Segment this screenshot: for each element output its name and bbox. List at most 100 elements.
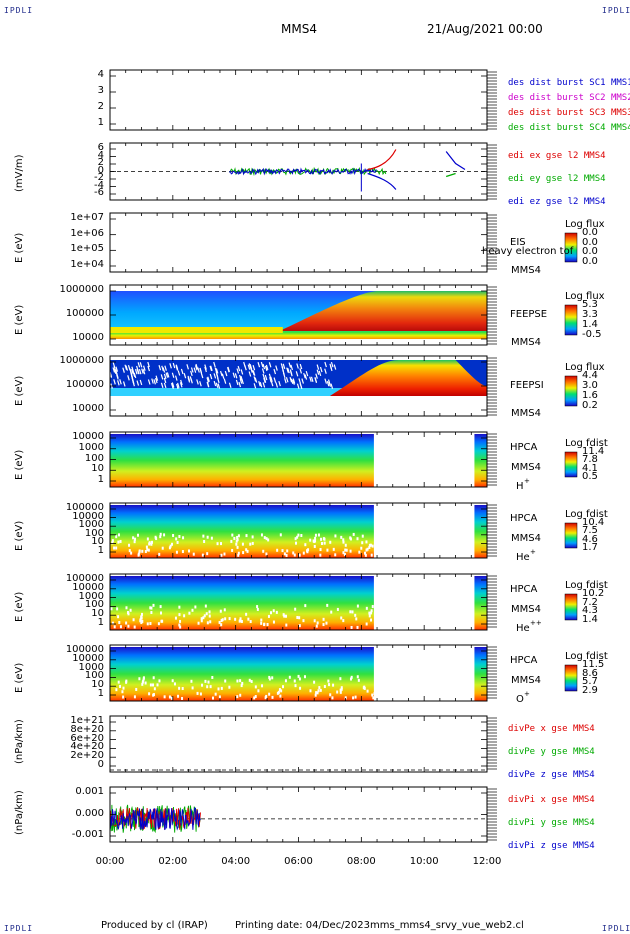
hpca-empty-bin [332, 683, 335, 687]
colorbar-tick-label: 10.4 [582, 517, 605, 528]
feepsi-gap-mark [324, 361, 327, 368]
x-tick-label: 08:00 [346, 856, 376, 867]
feepsi-gap-mark [215, 368, 219, 374]
hpca-empty-bin [125, 679, 128, 683]
feepsi-gap-mark [169, 363, 172, 369]
hpca-empty-bin [361, 541, 364, 545]
colorbar-title: Log fdist [565, 509, 608, 520]
colorbar-tick-label: 3.3 [582, 309, 598, 320]
hpca-empty-bin [294, 607, 297, 611]
feepsi-gap-mark [295, 371, 299, 377]
feepsi-gap-mark [262, 382, 266, 388]
hpca-empty-bin [206, 685, 209, 689]
feepsi-gap-mark [199, 367, 203, 374]
hpca-empty-bin [265, 694, 268, 698]
feepsi-gap-mark [304, 374, 308, 380]
feepsi-gap-mark [162, 367, 166, 373]
hpca-empty-bin [334, 553, 337, 557]
hpca-empty-bin [209, 620, 212, 624]
feepsi-gap-mark [204, 366, 207, 373]
feepsi-gap-mark [282, 372, 286, 379]
hpca-empty-bin [329, 693, 332, 697]
hpca-empty-bin [249, 620, 252, 624]
hpca-empty-bin [343, 552, 346, 556]
panel-hpca_o [109, 644, 578, 702]
hpca-empty-bin [344, 548, 347, 552]
hpca-spectrogram [110, 505, 374, 558]
hpca-empty-bin [295, 541, 298, 545]
feepsi-gap-mark [282, 363, 286, 370]
hpca-empty-bin [326, 548, 329, 552]
feepsi-gap-mark [329, 365, 333, 372]
hpca-empty-bin [117, 615, 120, 619]
hpca-empty-bin [245, 534, 248, 538]
hpca-empty-bin [316, 621, 319, 625]
colorbar-title: Log fdist [565, 580, 608, 591]
feepsi-gap-mark [289, 377, 293, 383]
feepsi-gap-mark [237, 365, 241, 372]
hpca-empty-bin [314, 539, 317, 543]
hpca-empty-bin [370, 618, 373, 622]
hpca-empty-bin [361, 534, 364, 538]
colorbar-tick-label: 1.7 [582, 542, 598, 553]
panel-feepsi [109, 355, 578, 417]
hpca-empty-bin [340, 686, 343, 690]
feepsi-gap-mark [290, 378, 294, 384]
feepsi-gap-mark [219, 370, 223, 377]
hpca-empty-bin [113, 625, 116, 629]
hpca-empty-bin [141, 682, 144, 686]
hpca-empty-bin [280, 689, 283, 693]
y-tick-label: 100 [84, 452, 104, 464]
hpca-empty-bin [118, 621, 121, 625]
colorbar-tick-label: 3.0 [582, 380, 598, 391]
y-tick-label: 100 [84, 599, 104, 611]
y-tick-label: 2 [97, 101, 104, 112]
y-tick-label: 1000000 [59, 284, 104, 295]
hpca-empty-bin [177, 694, 180, 698]
footer-script: mms_mms4_srvy_vue_web2.cl [370, 920, 524, 931]
hpca-empty-bin [356, 537, 359, 541]
y-tick-label: -2 [94, 172, 104, 183]
hpca-empty-bin [245, 548, 248, 552]
hpca-empty-bin [299, 686, 302, 690]
hpca-empty-bin [200, 617, 203, 621]
feepsi-gap-mark [299, 382, 303, 389]
hpca-empty-bin [160, 611, 163, 615]
hpca-empty-bin [176, 540, 179, 544]
hpca-empty-bin [263, 623, 266, 627]
y-tick-label: 0 [97, 164, 104, 176]
feepsi-gap-mark [112, 362, 116, 368]
hpca-empty-bin [129, 608, 132, 612]
hpca-empty-bin [303, 675, 306, 679]
hpca-spectrogram-end [474, 434, 487, 487]
hpca-empty-bin [238, 619, 241, 623]
spacecraft-label: MMS4 [511, 675, 541, 686]
feepsi-gap-mark [196, 379, 199, 385]
hpca-empty-bin [163, 533, 166, 537]
feepsi-gap-mark [221, 373, 225, 379]
y-axis-label: (mV/m) [14, 154, 25, 192]
y-tick-label: 4 [97, 149, 104, 161]
feepsi-gap-mark [275, 382, 279, 388]
hpca-empty-bin [236, 695, 239, 699]
hpca-empty-bin [163, 695, 166, 699]
colorbar-tick-label: 8.6 [582, 667, 598, 679]
hpca-empty-bin [284, 679, 287, 683]
hpca-empty-bin [132, 536, 135, 540]
hpca-empty-bin [354, 695, 357, 699]
hpca-empty-bin [181, 687, 184, 691]
hpca-empty-bin [211, 676, 214, 680]
hpca-empty-bin [140, 612, 143, 616]
feepsi-gap-mark [210, 365, 213, 371]
colorbar-tick-label: 4.1 [582, 462, 598, 474]
hpca-empty-bin [325, 621, 328, 625]
hpca-empty-bin [314, 533, 317, 537]
hpca-empty-bin [119, 625, 122, 629]
hpca-empty-bin [267, 614, 270, 618]
hpca-empty-bin [130, 551, 133, 555]
feepsi-gap-mark [166, 372, 170, 378]
feepsi-gap-mark [240, 369, 244, 375]
feepsi-hot-region [329, 360, 487, 396]
feepsi-gap-mark [316, 369, 320, 375]
hpca-empty-bin [260, 533, 263, 537]
